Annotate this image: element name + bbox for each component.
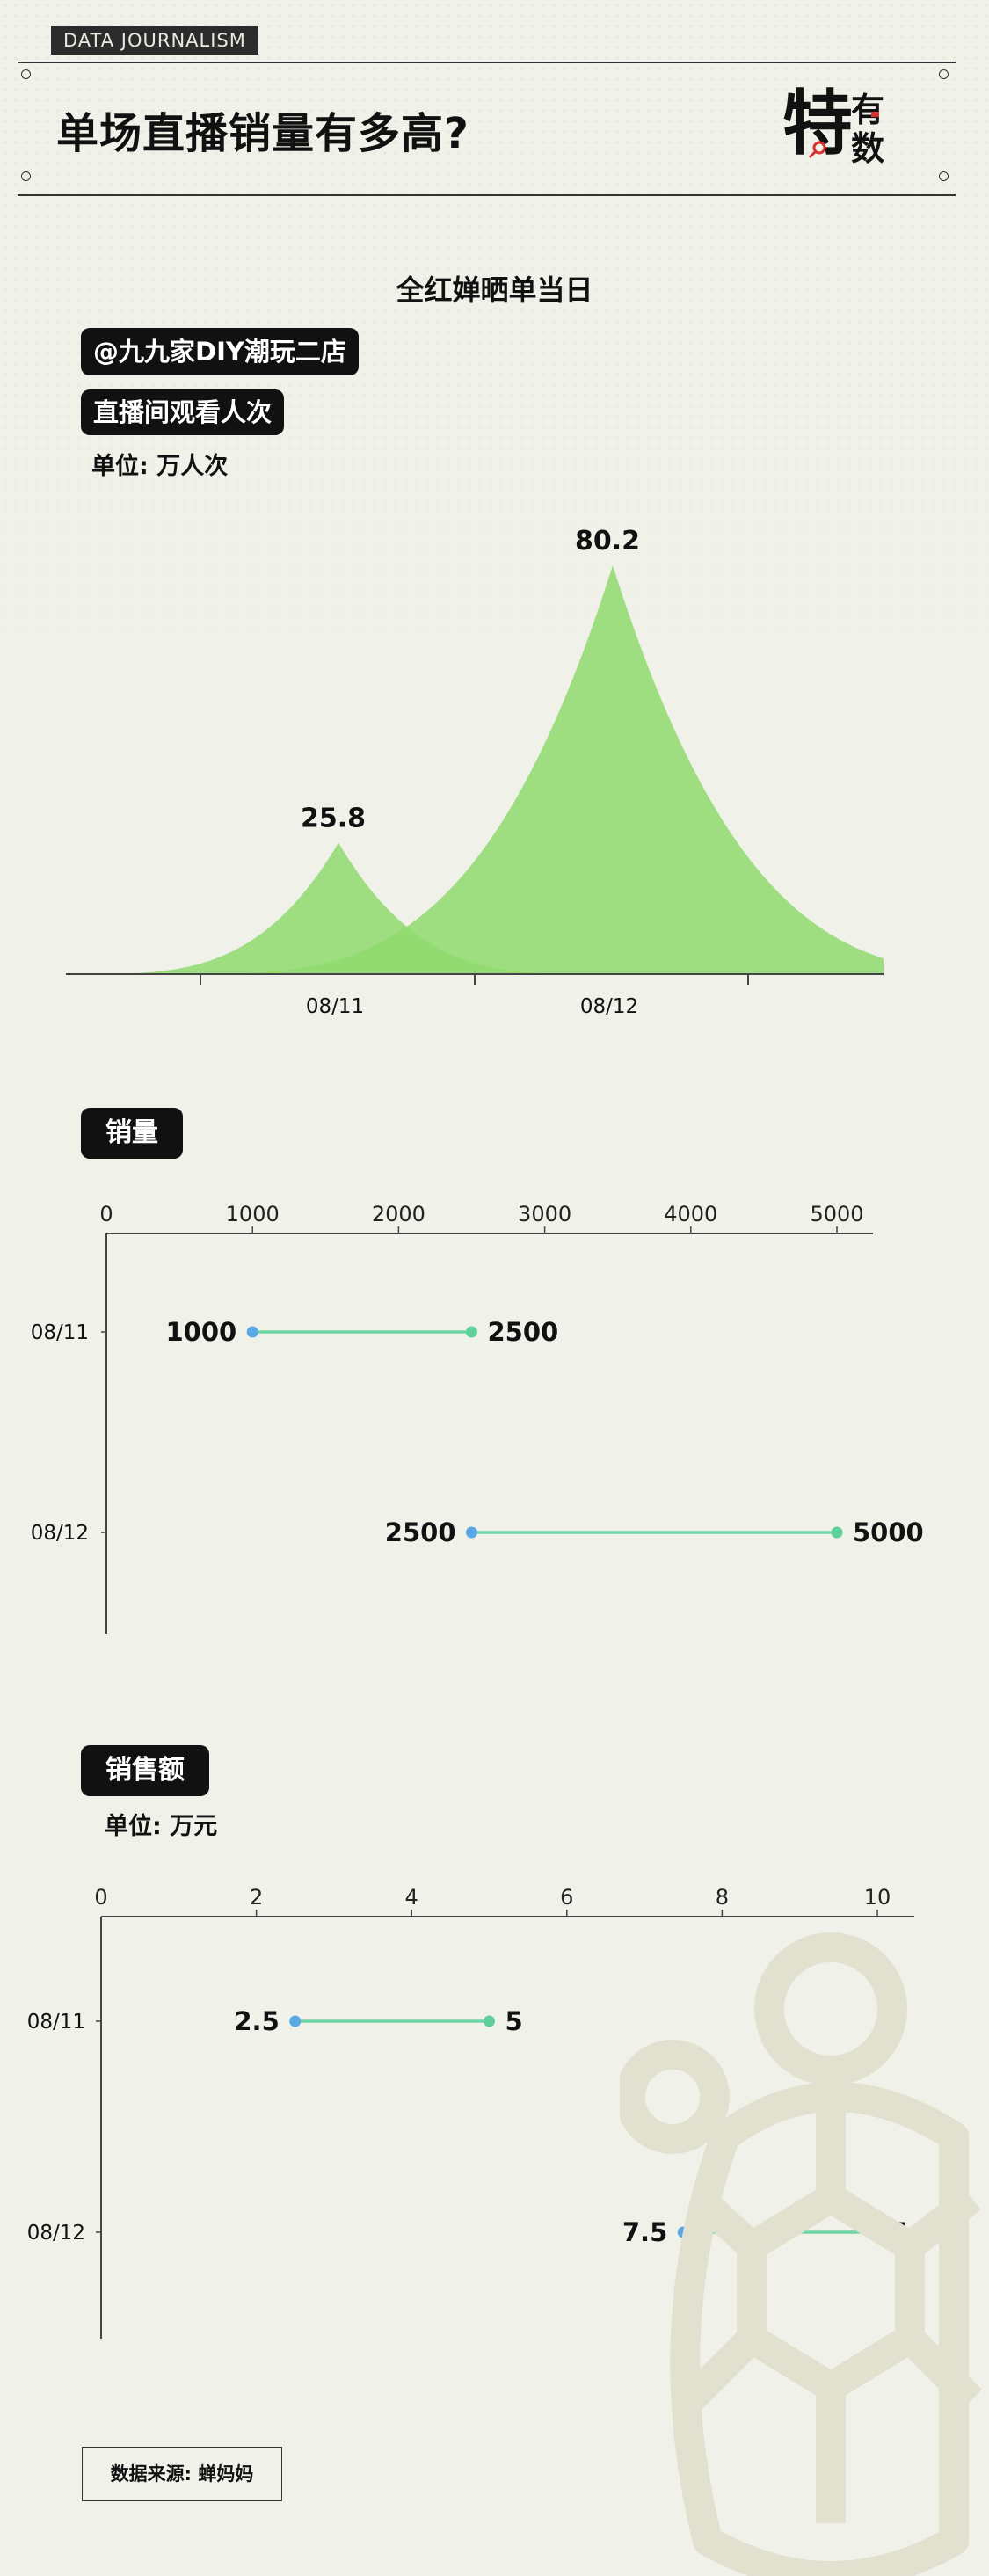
- magnifier-handle: [808, 150, 817, 159]
- high-value-dot: [466, 1326, 477, 1338]
- magnifier-icon: [812, 141, 826, 155]
- unit-label: 单位: 万人次: [91, 453, 229, 480]
- header-bottom-rule: [18, 194, 956, 196]
- peak-value-label: 80.2: [575, 526, 640, 557]
- x-tick-label: 2000: [372, 1202, 425, 1226]
- low-value-dot: [246, 1326, 258, 1338]
- category-label: 08/12: [27, 2222, 85, 2245]
- section-tag: DATA JOURNALISM: [51, 26, 258, 55]
- high-value-label: 2500: [488, 1317, 559, 1347]
- area-peak-08/11: [66, 842, 884, 974]
- category-label: 08/12: [31, 1522, 89, 1545]
- sales-volume-pill: 销量: [81, 1108, 183, 1159]
- x-tick-label: 08/12: [580, 995, 638, 1018]
- category-label: 08/11: [31, 1321, 89, 1344]
- x-tick-label: 3000: [518, 1202, 571, 1226]
- logo-accent: [871, 112, 879, 117]
- low-value-label: 2.5: [234, 2006, 279, 2036]
- low-value-label: 2500: [385, 1517, 456, 1547]
- x-tick-label: 10: [864, 1885, 891, 1910]
- corner-ring-decoration: [21, 69, 31, 79]
- viewership-area-chart: 25.8 08/11 80.2 08/12: [66, 526, 884, 1018]
- corner-ring-decoration: [21, 171, 31, 181]
- low-value-dot: [466, 1526, 477, 1539]
- chart-title: 全红婵晒单当日: [396, 273, 593, 307]
- low-value-label: 1000: [165, 1317, 236, 1347]
- x-tick-label: 0: [99, 1202, 113, 1226]
- x-tick-label: 4: [405, 1885, 418, 1910]
- x-tick-label: 1000: [226, 1202, 280, 1226]
- sales-volume-chart: 0 1000 2000 3000 4000 5000 08/11 1000 2500 08/12 2…: [31, 1202, 924, 1634]
- x-tick-label: 08/11: [306, 995, 364, 1018]
- store-label-pill: @九九家DIY潮玩二店: [81, 328, 359, 375]
- metric-label-pill: 直播间观看人次: [81, 389, 285, 435]
- unit-label: 单位: 万元: [105, 1813, 218, 1840]
- sales-revenue-pill: 销售额: [81, 1745, 209, 1796]
- brand-logo: 特 有 数: [782, 83, 884, 168]
- logo-char: 特: [782, 83, 853, 164]
- high-value-dot: [831, 1526, 843, 1539]
- x-tick-label: 6: [560, 1885, 573, 1910]
- x-tick-label: 8: [716, 1885, 729, 1910]
- data-source-box: 数据来源: 蝉妈妈: [82, 2447, 282, 2501]
- page-title: 单场直播销量有多高?: [56, 109, 469, 158]
- x-tick-label: 5000: [810, 1202, 863, 1226]
- low-value-label: 7.5: [622, 2217, 667, 2247]
- x-tick-label: 4000: [664, 1202, 717, 1226]
- corner-ring-decoration: [939, 171, 949, 181]
- logo-char: 数: [851, 129, 884, 168]
- header-top-rule: [18, 62, 956, 63]
- high-value-label: 5000: [853, 1517, 924, 1547]
- high-value-dot: [484, 2015, 495, 2027]
- x-tick-label: 0: [94, 1885, 107, 1910]
- x-tick-label: 2: [250, 1885, 263, 1910]
- low-value-dot: [289, 2015, 302, 2027]
- logo-char: 有: [851, 91, 884, 129]
- category-label: 08/11: [27, 2011, 85, 2034]
- peak-value-label: 25.8: [301, 803, 366, 833]
- turtle-watermark-icon: [620, 1932, 983, 2576]
- area-peak-08/12: [66, 565, 884, 974]
- high-value-label: 5: [505, 2006, 523, 2036]
- corner-ring-decoration: [939, 69, 949, 79]
